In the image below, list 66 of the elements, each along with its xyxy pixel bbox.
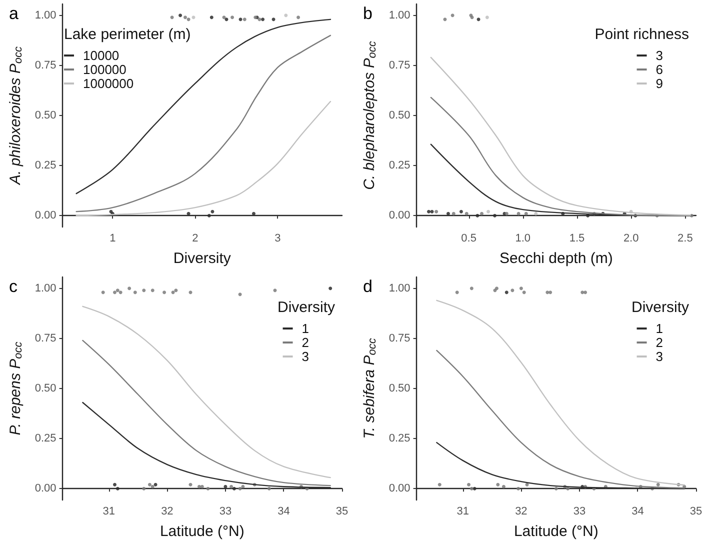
y-tick-label: 0.00 <box>34 482 56 495</box>
x-tick-label: 2 <box>192 232 198 244</box>
legend-label: 3 <box>656 349 664 364</box>
y-tick-label: 0.50 <box>34 110 56 122</box>
legend-label: 6 <box>656 62 664 77</box>
legend-title: Lake perimeter (m) <box>64 26 191 43</box>
y-tick-label: 0.00 <box>388 210 410 222</box>
x-tick-label: 1.5 <box>569 232 585 244</box>
y-tick-label: 0.25 <box>34 432 56 445</box>
y-tick-label: 1.00 <box>388 282 410 294</box>
y-tick-label: 0.50 <box>388 110 410 122</box>
x-tick-label: 3 <box>274 232 281 244</box>
x-tick-label: 0.5 <box>461 232 476 244</box>
y-tick-label: 0.50 <box>388 382 410 394</box>
y-tick-label: 0.50 <box>34 382 56 394</box>
legend-label: 10000 <box>83 48 120 63</box>
x-axis-title: Diversity <box>173 250 232 267</box>
legend-label: 2 <box>302 335 310 350</box>
legend-label: 3 <box>656 48 664 63</box>
y-tick-label: 0.75 <box>34 332 56 344</box>
y-tick-label: 0.75 <box>388 59 410 72</box>
y-tick-label: 0.75 <box>34 59 56 72</box>
y-tick-label: 1.00 <box>34 9 56 22</box>
x-tick-label: 34 <box>278 506 290 518</box>
legend-title: Point richness <box>594 26 690 43</box>
y-tick-label: 0.00 <box>388 482 410 495</box>
chart-title: c <box>9 277 18 296</box>
legend-label: 1 <box>302 321 310 336</box>
x-tick-label: 2.0 <box>623 232 639 244</box>
y-tick-label: 1.00 <box>388 9 410 22</box>
x-tick-label: 33 <box>219 506 232 518</box>
x-tick-label: 35 <box>336 506 348 518</box>
x-axis-title: Latitude (°N) <box>514 523 598 540</box>
x-tick-label: 2.5 <box>678 232 693 244</box>
x-axis-title: Latitude (°N) <box>160 523 244 540</box>
y-tick-label: 0.25 <box>34 160 56 172</box>
y-axis-title: P. repens Pocc <box>7 341 24 436</box>
legend-label: 1000000 <box>83 76 134 91</box>
x-tick-label: 1.0 <box>515 232 531 244</box>
legend-label: 1 <box>656 321 664 336</box>
y-axis-title: C. blepharoleptos Pocc <box>361 40 378 190</box>
x-tick-label: 35 <box>690 506 702 518</box>
x-tick-label: 31 <box>102 506 116 518</box>
y-tick-label: 0.00 <box>34 210 56 222</box>
x-tick-label: 31 <box>456 506 470 518</box>
y-tick-label: 1.00 <box>34 282 56 294</box>
chart-title: a <box>9 4 19 23</box>
y-tick-label: 0.25 <box>388 160 410 172</box>
x-tick-label: 32 <box>515 506 528 518</box>
x-tick-label: 33 <box>573 506 586 518</box>
chart-title: d <box>363 277 372 296</box>
legend-label: 100000 <box>83 62 126 77</box>
legend-label: 3 <box>302 349 310 364</box>
y-axis-title: A. philoxeroides Pocc <box>7 46 24 186</box>
x-axis-title: Secchi depth (m) <box>499 250 613 267</box>
x-tick-label: 34 <box>632 506 644 518</box>
y-tick-label: 0.25 <box>388 432 410 445</box>
chart-title: b <box>363 4 372 23</box>
x-tick-label: 32 <box>161 506 174 518</box>
legend-label: 9 <box>656 76 664 91</box>
legend-label: 2 <box>656 335 664 350</box>
legend-title: Diversity <box>632 299 690 316</box>
x-tick-label: 1 <box>110 232 116 244</box>
y-tick-label: 0.75 <box>388 332 410 344</box>
legend-title: Diversity <box>278 299 336 316</box>
y-axis-title: T. sebifera Pocc <box>361 338 378 439</box>
